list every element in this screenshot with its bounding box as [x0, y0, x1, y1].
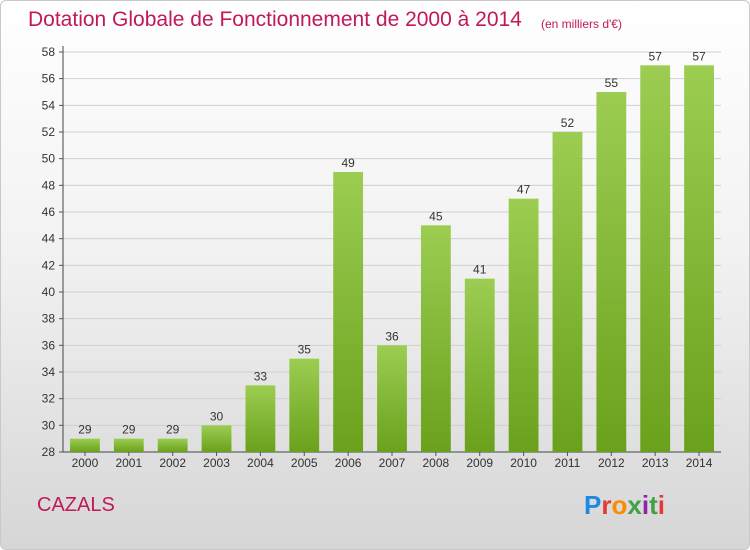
x-tick-label: 2009: [466, 456, 493, 470]
x-tick-label: 2010: [510, 456, 537, 470]
x-tick-label: 2013: [642, 456, 669, 470]
bar: [420, 225, 451, 452]
logo-letter: r: [601, 490, 612, 520]
y-tick-label: 40: [42, 285, 56, 299]
x-tick-label: 2005: [291, 456, 318, 470]
data-label: 36: [385, 329, 399, 343]
data-label: 57: [692, 49, 706, 63]
x-tick-label: 2011: [555, 456, 581, 470]
logo-letter: P: [584, 490, 602, 520]
y-tick-label: 50: [42, 152, 56, 166]
data-label: 29: [166, 423, 180, 437]
data-label: 29: [122, 423, 136, 437]
y-tick-label: 36: [42, 338, 56, 352]
logo-letter: i: [641, 490, 650, 520]
x-tick-label: 2000: [72, 456, 99, 470]
bar: [377, 345, 407, 452]
bar: [201, 425, 232, 452]
y-tick-label: 28: [42, 445, 56, 459]
y-tick-labels: 28 30 32 34 36 38 40 42 44 46 48 50 52 54 56 58: [42, 45, 56, 459]
logo-letter: o: [611, 490, 628, 520]
data-label: 47: [517, 183, 531, 197]
x-tick-label: 2004: [247, 456, 274, 470]
x-tick-label: 2008: [423, 456, 450, 470]
x-tick-label: 2014: [686, 456, 713, 470]
data-label: 57: [649, 49, 663, 63]
x-tick-labels: 2000 2001 2002 2003 2004 2005 2006 2007 2008 2009…: [72, 452, 713, 470]
x-tick-label: 2001: [115, 456, 142, 470]
y-tick-label: 56: [42, 72, 56, 86]
data-label: 52: [561, 116, 575, 130]
bar: [552, 132, 583, 452]
bar: [464, 278, 495, 452]
data-label: 55: [605, 76, 619, 90]
bars: [70, 65, 714, 452]
logo-letter: x: [627, 490, 642, 520]
chart-title: Dotation Globale de Fonctionnement de 20…: [28, 8, 522, 31]
y-tick-label: 52: [42, 125, 56, 139]
x-tick-label: 2003: [203, 456, 230, 470]
data-labels: 29 29 29 30 33 35 49 36 45 41 47 52 55 57 57: [78, 49, 706, 436]
location-name: CAZALS: [37, 494, 115, 516]
y-tick-label: 58: [42, 45, 56, 59]
data-label: 41: [473, 263, 487, 277]
x-tick-label: 2007: [379, 456, 406, 470]
y-tick-label: 44: [42, 232, 56, 246]
logo-letter: i: [657, 490, 665, 520]
bar: [245, 385, 276, 452]
y-tick-label: 54: [42, 98, 56, 112]
bar: [333, 172, 364, 452]
data-label: 35: [298, 343, 312, 357]
bar: [157, 438, 188, 452]
y-tick-label: 42: [42, 258, 56, 272]
data-label: 30: [210, 409, 224, 423]
bar: [508, 198, 539, 452]
bar: [70, 438, 100, 452]
y-tick-label: 30: [42, 418, 56, 432]
data-label: 33: [254, 369, 268, 383]
bar: [640, 65, 671, 452]
bar: [289, 358, 320, 452]
bar: [113, 438, 144, 452]
y-tick-label: 34: [42, 365, 56, 379]
x-tick-label: 2002: [159, 456, 186, 470]
x-tick-label: 2012: [598, 456, 625, 470]
bar: [684, 65, 714, 452]
chart-subtitle: (en milliers d'€): [541, 17, 622, 31]
y-tick-label: 46: [42, 205, 56, 219]
data-label: 29: [78, 423, 92, 437]
data-label: 45: [429, 209, 443, 223]
x-tick-label: 2006: [335, 456, 362, 470]
y-tick-label: 48: [42, 178, 56, 192]
proxiti-logo[interactable]: Proxiti: [584, 490, 665, 521]
data-label: 49: [341, 156, 355, 170]
y-tick-label: 38: [42, 312, 56, 326]
y-tick-label: 32: [42, 392, 56, 406]
bar: [596, 92, 627, 452]
logo-letter: t: [649, 490, 658, 520]
